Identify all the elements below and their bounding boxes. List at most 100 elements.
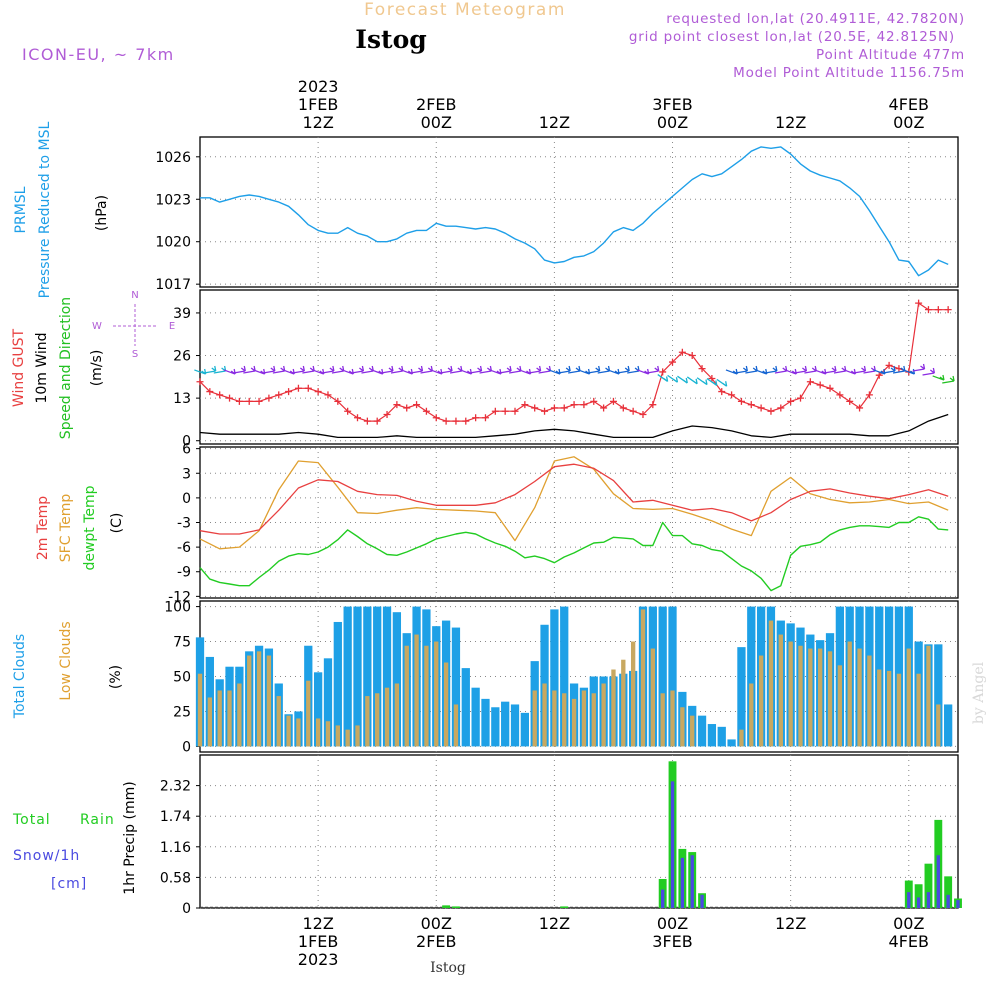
gust-marker (550, 404, 558, 412)
wind-ytick-label: 39 (173, 306, 191, 322)
gust-marker (541, 407, 549, 415)
low-clouds-bar (758, 655, 764, 747)
precip-ytick-label: 1.16 (160, 840, 191, 856)
precip-label-cm: [cm] (51, 876, 87, 892)
pressure-frame (199, 136, 959, 288)
low-clouds-bar (197, 673, 203, 747)
low-clouds-bar (424, 645, 429, 747)
clouds-ytick-label: 100 (164, 600, 191, 616)
top-axis-label: 12Z (775, 113, 806, 132)
rain-bar (924, 863, 933, 908)
temperature-ytick-label: -12 (168, 589, 191, 605)
wind-direction-arrow (203, 365, 217, 374)
temperature-panel: -12 -9 -6 -3 0 3 6 (168, 442, 959, 605)
top-axis-label: 4FEB (889, 95, 929, 114)
low-clouds-bar (365, 696, 370, 747)
total-clouds-bar (481, 698, 490, 747)
temperature-side-labels: 2m Temp SFC Temp dewpt Temp (C) (35, 485, 125, 570)
wind-direction-arrow (528, 365, 542, 374)
total-clouds-bar (707, 724, 717, 747)
pressure-ytick-label: 1023 (155, 192, 191, 208)
precip-ytick-label: 2.32 (160, 779, 191, 795)
gust-marker (363, 417, 371, 425)
rain-bar (452, 906, 460, 908)
gust-marker (531, 404, 539, 412)
clouds-panel: 0 25 50 75 100 (164, 600, 959, 755)
gust-marker (344, 407, 352, 415)
temperature-ytick-label: -9 (177, 565, 191, 581)
snow-bar (936, 855, 940, 908)
clouds-label-low: Low Clouds (58, 621, 74, 700)
clouds-ytick-label: 0 (182, 739, 191, 755)
low-clouds-bar (276, 696, 281, 747)
total-clouds-bar (668, 606, 677, 747)
low-clouds-bar (227, 690, 232, 747)
gust-marker (698, 365, 706, 373)
low-clouds-bar (739, 729, 744, 747)
wind-direction-arrow (587, 365, 601, 374)
gust-marker (708, 374, 716, 382)
gust-marker (560, 404, 568, 412)
low-clouds-bar (877, 669, 882, 747)
top-axis-label: 00Z (893, 113, 924, 132)
low-clouds-bar (798, 645, 803, 747)
pressure-label-msl: Pressure Reduced to MSL (37, 121, 53, 298)
rain-bar (560, 906, 569, 908)
gust-marker (629, 407, 637, 415)
low-clouds-bar (562, 693, 567, 747)
gust-marker (836, 391, 844, 399)
low-clouds-bar (315, 718, 321, 747)
low-clouds-bar (207, 697, 213, 747)
low-clouds-bar (630, 641, 636, 747)
wind-direction-arrow (764, 365, 778, 374)
gust-marker (875, 371, 883, 379)
total-clouds-bar (737, 647, 746, 747)
low-clouds-bar (778, 634, 783, 747)
compass-north: N (131, 290, 138, 301)
temperature-ytick-label: -3 (177, 516, 191, 532)
temp-unit: (C) (109, 513, 125, 534)
wind-ytick-label: 13 (173, 391, 191, 407)
bottom-axis-label: 12Z (539, 914, 570, 933)
gust-marker (285, 388, 293, 396)
low-clouds-bar (788, 641, 793, 747)
wind-direction-arrow (381, 365, 394, 374)
total-clouds-bar (333, 621, 342, 747)
wind-panel: 0 13 26 39 (173, 289, 959, 450)
temperature-ytick-label: 3 (182, 466, 191, 482)
total-clouds-bar (313, 672, 323, 747)
precip-unit: 1hr Precip (mm) (122, 781, 138, 894)
low-clouds-bar (906, 648, 911, 747)
info-line-3: Point Altitude 477m (816, 47, 965, 63)
low-clouds-bar (660, 693, 665, 747)
wind-direction-arrow (922, 367, 936, 376)
wind-direction-arrow (735, 365, 748, 374)
bottom-axis-label: 1FEB (298, 932, 338, 951)
pressure-ytick-label: 1026 (155, 150, 191, 166)
top-axis-label: 2023 (298, 77, 339, 96)
snow-bar (661, 889, 665, 908)
wind-side-labels: Wind GUST 10m Wind Speed and Direction (… (11, 290, 175, 439)
gust-marker (442, 417, 450, 425)
temp-label-sfc: SFC Temp (58, 494, 74, 563)
gust-marker (265, 394, 273, 402)
snow-bar (956, 900, 960, 908)
wind-direction-arrow (617, 365, 630, 374)
temperature-ytick-label: 6 (182, 442, 191, 458)
low-clouds-bar (542, 683, 547, 747)
gust-marker (757, 404, 765, 412)
wind-ytick-label: 26 (173, 349, 191, 365)
pressure-line (200, 146, 949, 277)
low-clouds-bar (611, 669, 616, 747)
gust-marker (226, 394, 234, 402)
low-clouds-bar (453, 704, 459, 747)
gust-marker (600, 404, 608, 412)
compass-west: W (92, 321, 102, 332)
clouds-ytick-label: 50 (173, 670, 191, 686)
pressure-unit: (hPa) (94, 195, 110, 231)
gust-marker (511, 407, 519, 415)
gust-marker (659, 368, 667, 376)
wind-label-gust: Wind GUST (11, 328, 27, 407)
